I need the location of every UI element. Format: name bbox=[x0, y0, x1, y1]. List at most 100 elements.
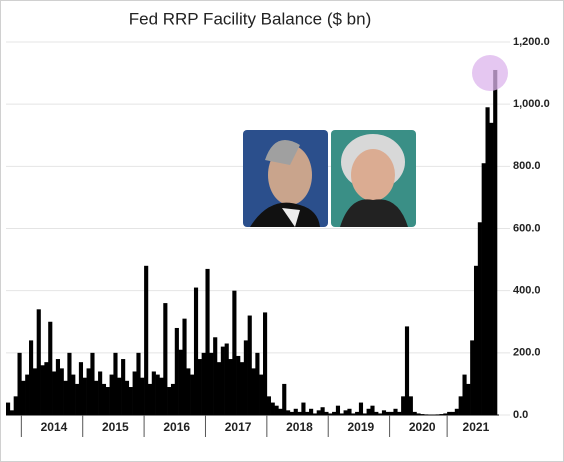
y-tick-label: 1,200.0 bbox=[513, 36, 550, 48]
bar bbox=[6, 402, 11, 415]
bar bbox=[458, 396, 463, 415]
bar bbox=[466, 383, 471, 415]
bar bbox=[201, 352, 206, 415]
bar bbox=[90, 352, 95, 415]
bar bbox=[312, 413, 318, 415]
bar bbox=[228, 359, 233, 415]
bar bbox=[213, 337, 218, 415]
bar bbox=[13, 396, 18, 415]
bar bbox=[32, 368, 37, 415]
bar bbox=[447, 411, 452, 415]
bar bbox=[366, 408, 371, 415]
bar bbox=[328, 413, 333, 415]
bar bbox=[136, 352, 141, 415]
bar bbox=[462, 374, 467, 415]
bar bbox=[239, 362, 245, 415]
bar bbox=[343, 410, 348, 415]
bar bbox=[305, 411, 310, 415]
bar bbox=[193, 287, 199, 415]
bar bbox=[124, 380, 130, 415]
bar bbox=[259, 374, 264, 415]
bar bbox=[489, 122, 494, 416]
bar bbox=[320, 407, 325, 415]
x-tick-label: 2017 bbox=[225, 420, 252, 434]
x-tick-label: 2016 bbox=[163, 420, 190, 434]
bar bbox=[454, 408, 459, 415]
bar bbox=[309, 408, 314, 415]
bar bbox=[59, 368, 64, 415]
bar bbox=[286, 410, 291, 415]
bar bbox=[25, 374, 30, 415]
bar bbox=[335, 405, 341, 415]
bar bbox=[485, 107, 490, 416]
y-tick-label: 600.0 bbox=[513, 222, 541, 234]
bar bbox=[243, 340, 248, 415]
bar bbox=[493, 69, 498, 415]
bar bbox=[232, 290, 237, 415]
bar bbox=[274, 405, 279, 415]
bar bbox=[174, 327, 179, 415]
bar bbox=[397, 411, 402, 415]
bar bbox=[332, 411, 337, 415]
bar bbox=[82, 377, 87, 415]
peak-highlight bbox=[472, 55, 508, 91]
bar bbox=[167, 387, 172, 415]
bar bbox=[374, 411, 379, 415]
bar bbox=[370, 405, 375, 415]
bar bbox=[404, 326, 410, 415]
bar bbox=[48, 321, 53, 415]
bar bbox=[155, 374, 160, 415]
bar bbox=[282, 383, 287, 415]
bar bbox=[278, 408, 283, 415]
x-tick-label: 2018 bbox=[286, 420, 313, 434]
bar bbox=[197, 359, 202, 415]
bar bbox=[251, 368, 256, 415]
bar bbox=[216, 362, 222, 415]
bar bbox=[147, 383, 153, 415]
bar bbox=[270, 402, 275, 415]
x-tick-label: 2020 bbox=[409, 420, 436, 434]
x-tick-label: 2019 bbox=[347, 420, 374, 434]
bar bbox=[255, 352, 260, 415]
bar bbox=[163, 303, 168, 415]
bar bbox=[316, 410, 321, 415]
bar bbox=[17, 352, 22, 415]
bar bbox=[324, 411, 329, 415]
bar bbox=[247, 315, 252, 415]
bar bbox=[393, 408, 398, 415]
bar bbox=[416, 413, 421, 415]
bar bbox=[190, 374, 195, 415]
bar bbox=[144, 265, 149, 415]
bar bbox=[443, 413, 448, 415]
bar bbox=[378, 413, 383, 415]
bar bbox=[132, 371, 137, 415]
bar bbox=[105, 387, 110, 415]
bar bbox=[266, 396, 271, 415]
bar bbox=[40, 365, 45, 415]
bar bbox=[347, 408, 352, 415]
bar bbox=[220, 346, 225, 415]
bar bbox=[75, 383, 80, 415]
bar bbox=[71, 374, 76, 415]
bar bbox=[263, 312, 268, 415]
bar bbox=[182, 318, 187, 415]
bar bbox=[339, 413, 344, 415]
bar bbox=[205, 268, 210, 415]
bar bbox=[128, 387, 133, 415]
bar bbox=[36, 309, 41, 415]
bar bbox=[98, 371, 103, 415]
bar bbox=[178, 349, 183, 415]
bar bbox=[121, 359, 126, 415]
bar bbox=[450, 411, 456, 415]
bar bbox=[385, 411, 390, 415]
bar bbox=[29, 340, 34, 415]
bar bbox=[473, 265, 479, 415]
bar bbox=[470, 340, 475, 415]
bar bbox=[209, 352, 214, 415]
bar bbox=[140, 377, 145, 415]
x-tick-label: 2015 bbox=[102, 420, 129, 434]
bar bbox=[362, 413, 367, 415]
bar bbox=[408, 396, 413, 415]
bar bbox=[67, 352, 72, 415]
